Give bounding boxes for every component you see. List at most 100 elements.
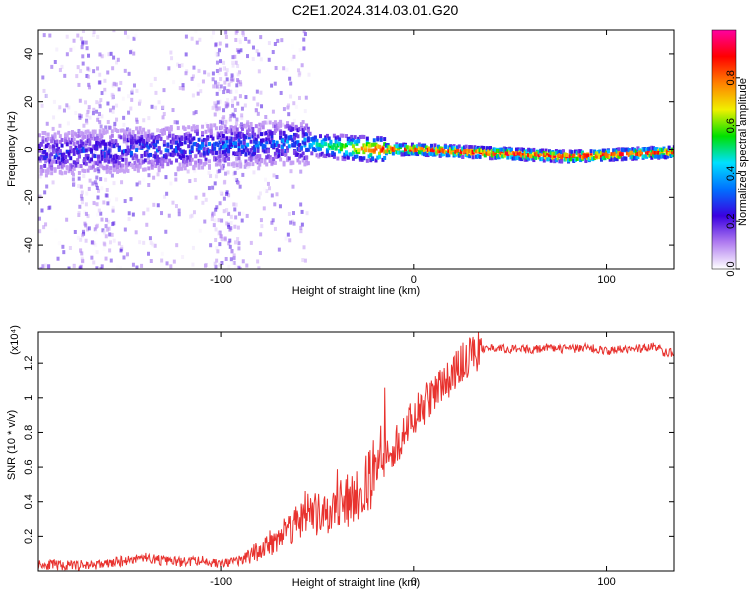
heat-cell: [521, 155, 525, 160]
heat-cell: [213, 123, 217, 128]
heat-cell: [305, 148, 309, 153]
heat-cell: [617, 147, 621, 152]
heat-cell: [149, 152, 153, 157]
heat-cell: [77, 133, 81, 138]
heat-cell: [516, 155, 520, 160]
heat-cell: [478, 149, 482, 154]
heat-cell: [260, 159, 264, 164]
y-tick-label: 0.4: [23, 494, 35, 509]
heat-cell: [228, 227, 232, 232]
heat-cell: [495, 148, 499, 153]
heat-cell: [292, 132, 296, 137]
heat-cell: [85, 120, 89, 125]
heat-cell: [230, 125, 234, 130]
heat-cell: [242, 148, 246, 153]
heat-cell: [580, 151, 584, 156]
heat-cell: [190, 137, 194, 142]
heat-cell: [152, 145, 156, 150]
heat-cell: [516, 147, 520, 152]
heat-cell: [149, 143, 153, 148]
heat-cell: [127, 71, 131, 76]
heat-cell: [92, 248, 96, 253]
heat-cell: [525, 149, 529, 154]
heat-cell: [185, 162, 189, 167]
heat-cell: [301, 258, 305, 263]
heat-cell: [86, 214, 90, 219]
heat-cell: [112, 81, 116, 86]
heat-cell: [502, 153, 506, 158]
heat-cell: [351, 144, 355, 149]
heat-cell: [416, 152, 420, 157]
heat-cell: [252, 96, 256, 101]
heat-cell: [331, 145, 335, 150]
heat-cell: [573, 157, 577, 162]
y-tick-label: 20: [23, 96, 35, 108]
heat-cell: [214, 80, 218, 85]
heat-cell: [235, 127, 239, 132]
heat-cell: [138, 138, 142, 143]
heat-cell: [217, 218, 221, 223]
heat-cell: [100, 114, 104, 119]
heat-cell: [639, 150, 643, 155]
heat-cell: [318, 142, 322, 147]
heat-cell: [192, 65, 196, 70]
spectrogram-ylabel: Frequency (Hz): [6, 111, 18, 187]
heat-cell: [218, 87, 222, 92]
heat-cell: [176, 152, 180, 157]
heat-cell: [105, 150, 109, 155]
heat-cell: [132, 36, 136, 41]
heat-cell: [181, 163, 185, 168]
heat-cell: [239, 162, 243, 167]
heat-cell: [256, 144, 260, 149]
heat-cell: [210, 35, 214, 40]
heat-cell: [137, 143, 141, 148]
heat-cell: [58, 161, 62, 166]
heat-cell: [237, 181, 241, 186]
heat-cell: [215, 107, 219, 112]
heat-cell: [341, 143, 345, 148]
heat-cell: [306, 136, 310, 141]
heat-cell: [492, 151, 496, 156]
heat-cell: [86, 135, 90, 140]
heat-cell: [228, 244, 232, 249]
heat-cell: [612, 157, 616, 162]
heat-cell: [327, 136, 331, 141]
heat-cell: [226, 98, 230, 103]
heat-cell: [469, 148, 473, 153]
heat-cell: [114, 167, 118, 172]
heat-cell: [129, 163, 133, 168]
heat-cell: [119, 168, 123, 173]
heat-cell: [492, 147, 496, 152]
heat-cell: [130, 88, 134, 93]
heat-cell: [213, 181, 217, 186]
heat-cell: [107, 52, 111, 57]
heat-cell: [509, 148, 513, 153]
heat-cell: [159, 150, 163, 155]
heat-cell: [488, 146, 492, 151]
heat-cell: [476, 153, 480, 158]
heat-cell: [589, 153, 593, 158]
heat-cell: [475, 154, 479, 159]
heat-cell: [416, 146, 420, 151]
heat-cell: [110, 232, 114, 237]
heat-cell: [307, 72, 311, 77]
heat-cell: [227, 152, 231, 157]
heat-cell: [85, 113, 89, 118]
heat-cell: [272, 173, 276, 178]
heat-cell: [294, 152, 298, 157]
heat-cell: [137, 101, 141, 106]
heat-cell: [403, 152, 407, 157]
heat-cell: [376, 137, 380, 142]
heat-cell: [105, 165, 109, 170]
heat-cell: [154, 151, 158, 156]
heat-cell: [653, 154, 657, 159]
heat-cell: [279, 90, 283, 95]
heat-cell: [213, 142, 217, 147]
heat-cell: [558, 149, 562, 154]
heat-cell: [426, 147, 430, 152]
heat-cell: [218, 147, 222, 152]
heat-cell: [289, 125, 293, 130]
heat-cell: [194, 126, 198, 131]
y-tick-label: 1: [23, 395, 35, 401]
heat-cell: [50, 64, 54, 69]
